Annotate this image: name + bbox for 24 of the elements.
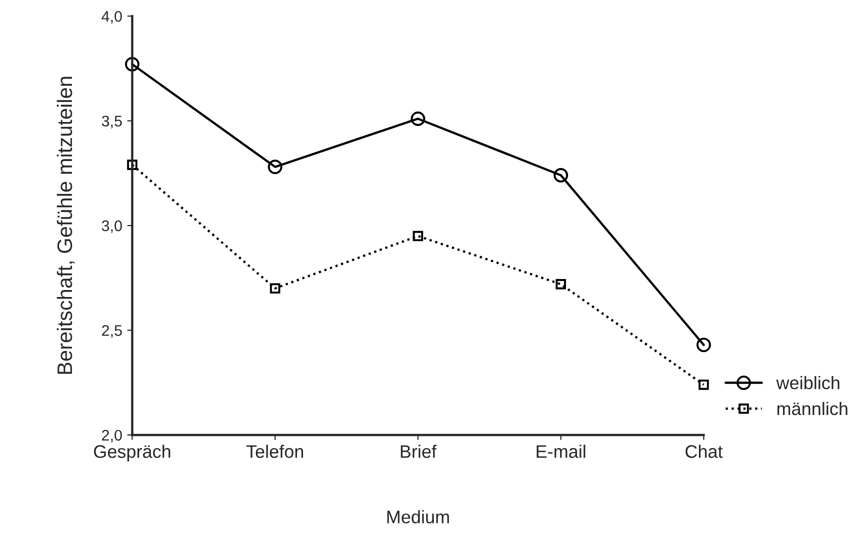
x-tick-label: Chat — [686, 444, 723, 458]
point — [410, 112, 426, 126]
point — [127, 160, 138, 170]
y-axis-title: Bereitschaft, Gefühle mitzuteilen — [56, 76, 75, 374]
y-tick-label: 3,0 — [102, 220, 122, 234]
x-tick-label: E-mail — [536, 444, 586, 458]
point — [270, 283, 280, 294]
point — [698, 380, 709, 390]
x-tick-label: Gespräch — [94, 444, 170, 462]
legend-label: männlich — [777, 402, 848, 416]
y-tick-label: 4,0 — [102, 10, 122, 24]
point — [554, 168, 568, 182]
point — [124, 57, 140, 72]
x-tick-label: Brief — [400, 444, 437, 458]
x-tick-label: Telefon — [246, 444, 304, 458]
x-axis-title: Medium — [387, 510, 449, 524]
y-tick-label: 2,0 — [102, 430, 122, 442]
point — [696, 338, 711, 352]
point — [556, 279, 566, 290]
point — [268, 160, 282, 174]
y-tick-label: 2,5 — [102, 325, 122, 338]
legend-label: weiblich — [776, 376, 840, 390]
point — [412, 230, 424, 242]
y-tick-label: 3,5 — [102, 116, 122, 128]
